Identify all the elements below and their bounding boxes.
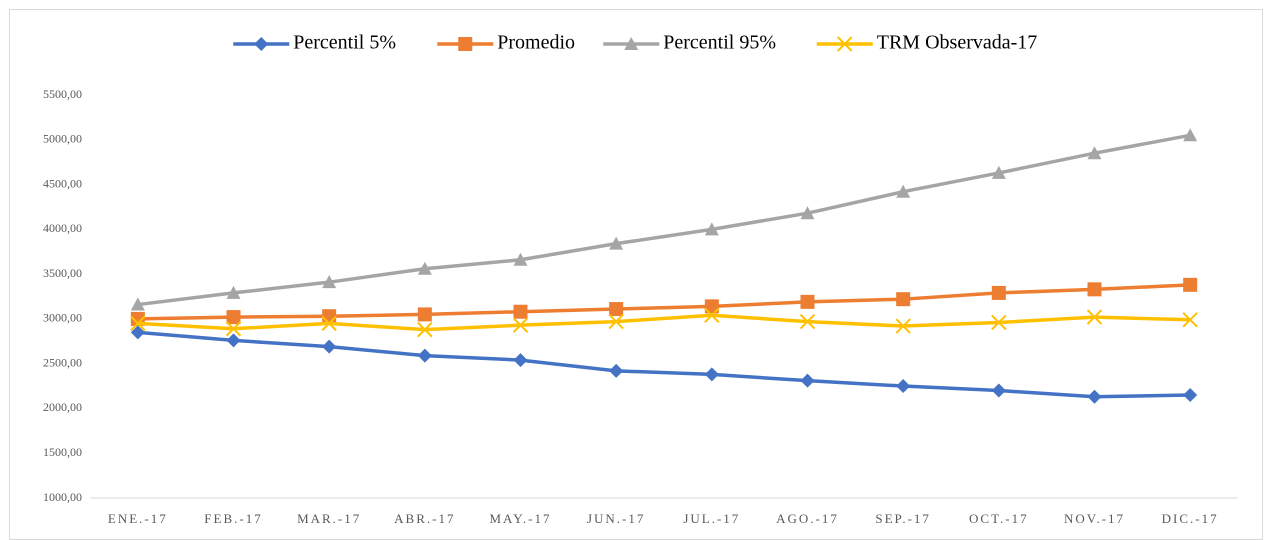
series-line (137, 330, 1191, 399)
x-tick-label: SEP.-17 (875, 511, 931, 526)
data-point (609, 302, 624, 317)
data-point (1086, 309, 1103, 325)
data-point (800, 206, 815, 220)
data-point (1087, 389, 1102, 404)
series-line (137, 283, 1191, 321)
data-point (513, 304, 528, 319)
x-tick-label: JUL.-17 (683, 511, 740, 526)
data-point (991, 383, 1006, 398)
legend-label: TRM Observada-17 (877, 32, 1038, 54)
data-point (322, 309, 337, 324)
legend-label: Percentil 5% (293, 32, 396, 54)
data-point (991, 285, 1006, 300)
data-point (1183, 388, 1198, 403)
data-point (226, 310, 241, 325)
x-tick-label: OCT.-17 (969, 511, 1029, 526)
data-point (417, 321, 433, 338)
x-tick-label: MAY.-17 (489, 511, 551, 526)
data-point (130, 315, 146, 332)
data-point (991, 165, 1006, 179)
legend-marker (837, 36, 853, 52)
legend-label: Promedio (497, 32, 575, 54)
chart-frame (9, 9, 1263, 540)
legend-label: Percentil 95% (663, 32, 776, 54)
data-point (895, 318, 911, 334)
data-point (130, 297, 145, 311)
data-point (799, 313, 816, 330)
data-point (896, 184, 911, 198)
legend-marker (254, 37, 269, 51)
series-line (137, 133, 1191, 307)
x-tick-label: FEB.-17 (204, 511, 262, 526)
y-tick-label: 2000,00 (43, 400, 82, 414)
data-point (704, 299, 719, 314)
data-point (322, 275, 337, 289)
data-point (226, 333, 241, 348)
data-point (800, 373, 815, 388)
y-tick-label: 3500,00 (43, 266, 82, 280)
y-tick-label: 2500,00 (43, 355, 82, 369)
data-point (1087, 146, 1102, 160)
data-point (609, 363, 624, 378)
legend-marker (624, 37, 639, 50)
x-tick-label: AGO.-17 (776, 511, 839, 526)
data-point (417, 307, 432, 322)
y-tick-label: 4000,00 (43, 221, 82, 235)
data-point (1182, 312, 1198, 328)
data-point (417, 261, 432, 275)
data-point (512, 317, 529, 333)
data-point (226, 285, 241, 299)
y-tick-label: 1000,00 (43, 490, 82, 504)
y-tick-label: 5000,00 (43, 132, 82, 146)
x-tick-label: DIC.-17 (1162, 511, 1219, 526)
x-tick-label: MAR.-17 (297, 511, 361, 526)
data-point (704, 307, 720, 324)
y-tick-label: 3000,00 (43, 311, 82, 325)
x-tick-label: ENE.-17 (108, 511, 168, 526)
data-point (225, 321, 242, 337)
x-tick-label: ABR.-17 (394, 511, 455, 526)
y-tick-label: 1500,00 (43, 445, 82, 459)
data-point (704, 367, 719, 382)
data-point (608, 313, 624, 330)
data-point (896, 292, 911, 307)
data-point (513, 252, 528, 266)
data-point (609, 236, 624, 250)
data-point (1183, 277, 1198, 292)
series-line (137, 313, 1191, 332)
data-point (513, 353, 528, 368)
data-point (800, 294, 815, 309)
x-tick-label: JUN.-17 (587, 511, 645, 526)
data-point (1087, 282, 1102, 297)
x-tick-label: NOV.-17 (1064, 511, 1125, 526)
data-point (896, 379, 911, 394)
data-point (991, 314, 1007, 331)
y-tick-label: 5500,00 (43, 87, 82, 101)
legend-marker (458, 37, 473, 51)
data-point (321, 315, 337, 332)
data-point (322, 339, 337, 354)
y-tick-label: 4500,00 (43, 176, 82, 190)
data-point (417, 348, 432, 363)
data-point (1183, 128, 1198, 142)
data-point (130, 325, 145, 340)
data-point (704, 222, 719, 236)
